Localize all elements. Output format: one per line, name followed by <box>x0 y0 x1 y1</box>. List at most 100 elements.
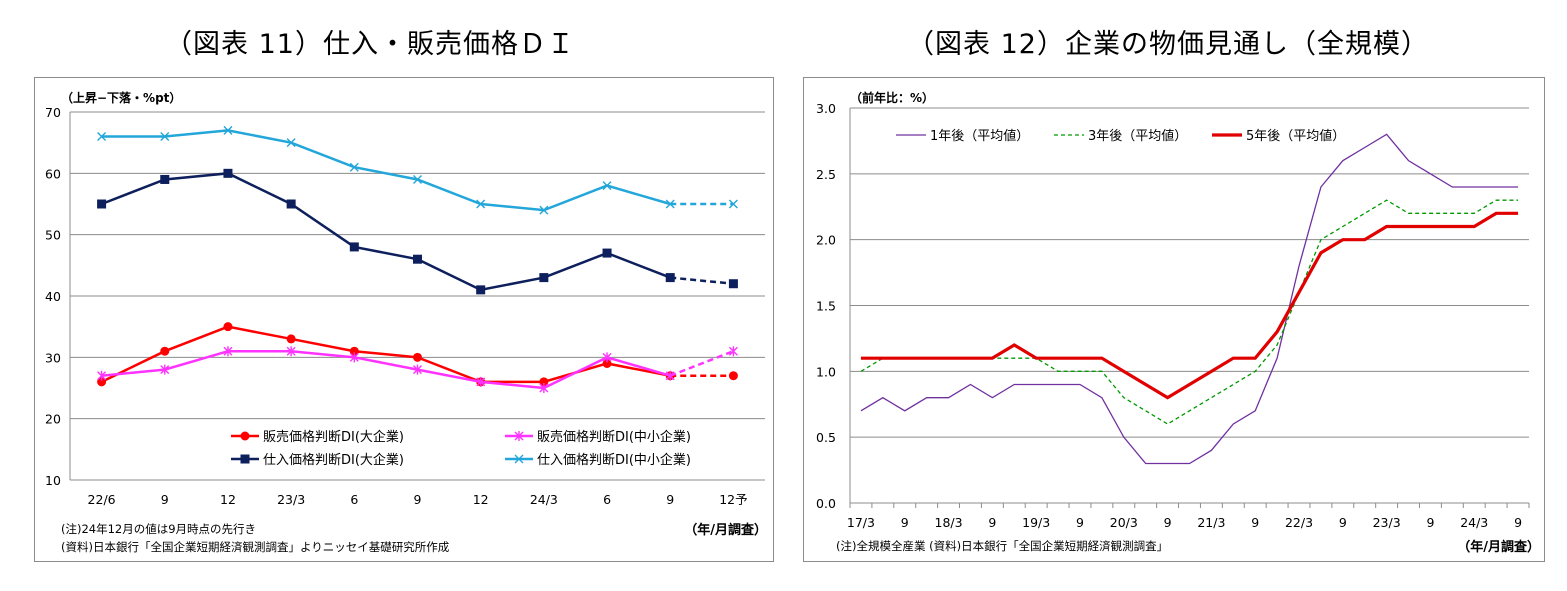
data-point <box>476 376 486 387</box>
data-point <box>97 377 107 387</box>
data-point <box>539 377 549 387</box>
x-tick-label: 12予 <box>719 492 747 507</box>
series-group <box>97 322 738 387</box>
data-point <box>286 346 296 357</box>
forecast-line <box>670 276 734 285</box>
x-tick-label: 24/3 <box>530 492 558 507</box>
x-tick-label: 9 <box>988 515 996 530</box>
data-point <box>286 334 296 344</box>
series-group <box>97 168 738 295</box>
forecast-line <box>669 350 734 377</box>
series-group <box>97 125 738 215</box>
series-line <box>101 349 671 390</box>
data-point <box>349 346 359 356</box>
y-tick-label: 3.0 <box>816 101 836 116</box>
y-tick-label: 2.5 <box>816 167 836 182</box>
legend-label: 3年後（平均値） <box>1088 128 1187 144</box>
legend-label: 販売価格判断DI(中小企業) <box>537 429 691 445</box>
x-tick-label: 9 <box>1251 515 1259 530</box>
data-point <box>728 346 738 357</box>
data-point <box>286 199 296 209</box>
data-point <box>160 364 170 375</box>
x-tick-label: 9 <box>1426 515 1434 530</box>
data-point <box>349 162 359 172</box>
legend-label: 販売価格判断DI(大企業) <box>263 429 404 445</box>
data-point <box>160 346 170 356</box>
legend-marker <box>514 454 524 464</box>
data-point <box>476 199 486 209</box>
y-axis-unit-label: （上昇−下落・%pt） <box>61 90 181 105</box>
y-tick-label: 2.0 <box>816 233 836 248</box>
series-line <box>860 211 1519 400</box>
x-tick-label: 9 <box>161 492 169 507</box>
data-point <box>539 383 549 393</box>
y-tick-label: 20 <box>45 412 61 427</box>
data-point <box>602 352 612 363</box>
x-tick-label: 12 <box>473 492 489 507</box>
x-tick-label: 23/3 <box>1373 515 1401 530</box>
data-point <box>602 181 612 191</box>
x-tick-label: 20/3 <box>1110 515 1138 530</box>
legend-marker <box>514 431 524 441</box>
data-point <box>223 125 233 135</box>
data-point <box>97 370 107 381</box>
chart-panel-right: （前年比：%） 0.0 0.5 1.0 1.5 2.0 2.5 3.0 17/3 9 18/3 9… <box>803 77 1545 562</box>
y-tick-label: 50 <box>45 228 61 243</box>
y-tick-label: 1.0 <box>816 364 836 379</box>
x-tick-label: 22/3 <box>1285 515 1313 530</box>
chart-note: (注)全規模全産業 (資料)日本銀行「全国企業短期経済観測調査」 <box>836 539 1168 553</box>
chart-source: (資料)日本銀行「全国企業短期経済観測調査」よりニッセイ基礎研究所作成 <box>61 540 450 554</box>
price-di-chart: （上昇−下落・%pt） 10 20 30 40 50 60 70 22/6 9 12 23/3 6 9… <box>45 90 767 554</box>
data-point <box>413 352 422 362</box>
data-point <box>160 132 170 142</box>
legend-label: 仕入価格判断DI(大企業) <box>263 452 404 468</box>
series-line <box>101 172 671 292</box>
data-point <box>413 254 422 264</box>
x-tick-label: 24/3 <box>1460 515 1488 530</box>
x-tick-label: 17/3 <box>847 515 875 530</box>
y-tick-label: 0.5 <box>816 430 836 445</box>
y-tick-label: 0.0 <box>816 496 836 511</box>
chart-title-left: （図表 11）仕入・販売価格ＤＩ <box>165 29 575 60</box>
data-point <box>539 273 549 283</box>
chart-note: (注)24年12月の値は9月時点の先行き <box>61 522 256 536</box>
legend-label: 仕入価格判断DI(中小企業) <box>537 452 691 468</box>
data-point <box>665 199 675 209</box>
x-tick-label: 6 <box>350 492 358 507</box>
series-line <box>101 129 671 212</box>
series-group <box>97 346 738 393</box>
data-point <box>223 346 233 357</box>
y-tick-label: 1.5 <box>816 299 836 314</box>
x-tick-label: 9 <box>901 515 909 530</box>
x-tick-label: 9 <box>1514 515 1522 530</box>
data-point <box>539 205 549 215</box>
x-axis-unit-label: （年/月調査） <box>684 522 767 538</box>
x-tick-label: 18/3 <box>935 515 963 530</box>
data-point <box>349 352 359 363</box>
series-line <box>101 325 671 384</box>
data-point <box>160 174 170 184</box>
y-tick-label: 70 <box>45 105 61 120</box>
x-tick-label: 9 <box>1164 515 1172 530</box>
data-point <box>665 273 675 283</box>
legend-label: 1年後（平均値） <box>930 128 1029 144</box>
series-line <box>860 133 1519 465</box>
y-axis-unit-label: （前年比：%） <box>850 90 934 105</box>
data-point <box>665 370 675 381</box>
y-tick-label: 30 <box>45 350 61 365</box>
x-tick-label: 9 <box>1076 515 1084 530</box>
y-tick-label: 60 <box>45 166 61 181</box>
legend-marker <box>240 454 250 464</box>
x-tick-label: 9 <box>666 492 674 507</box>
data-point <box>286 138 296 148</box>
x-tick-label: 9 <box>414 492 422 507</box>
data-point <box>97 132 107 142</box>
data-point <box>97 199 107 209</box>
x-tick-label: 22/6 <box>88 492 116 507</box>
data-point <box>476 285 486 295</box>
chart-title-right: （図表 12）企業の物価見通し（全規模） <box>907 29 1429 60</box>
data-point <box>728 371 738 381</box>
x-tick-label: 6 <box>603 492 611 507</box>
data-point <box>223 322 233 332</box>
price-outlook-chart: （前年比：%） 0.0 0.5 1.0 1.5 2.0 2.5 3.0 17/3 9 18/3 9… <box>816 90 1540 555</box>
